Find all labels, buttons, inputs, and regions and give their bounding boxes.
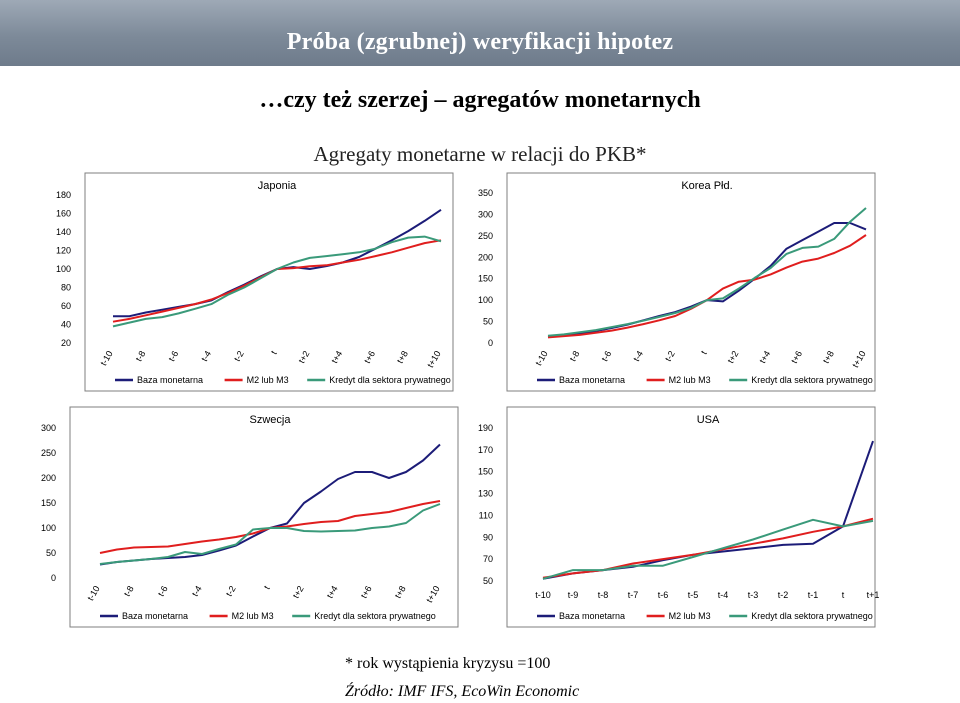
y-tick-label: 250	[41, 448, 56, 458]
x-tick-label: t-9	[568, 590, 579, 600]
chart-title: Japonia	[258, 180, 297, 192]
legend-label: M2 lub M3	[232, 611, 274, 621]
chart-frame	[506, 172, 876, 392]
y-tick-label: 190	[478, 423, 493, 433]
x-tick-label: t-6	[166, 349, 180, 363]
y-tick-label: 120	[56, 246, 71, 256]
y-tick-label: 20	[61, 338, 71, 348]
x-tick-label: t-5	[688, 590, 699, 600]
legend-label: Kredyt dla sektora prywatnego	[751, 375, 873, 385]
y-tick-label: 160	[56, 209, 71, 219]
chart-frame	[506, 406, 876, 628]
x-tick-label: t-3	[748, 590, 759, 600]
x-tick-label: t+1	[867, 590, 880, 600]
x-tick-label: t	[262, 584, 272, 592]
series-line-2	[99, 503, 441, 565]
legend-label: Kredyt dla sektora prywatnego	[751, 611, 873, 621]
y-tick-label: 60	[61, 301, 71, 311]
slide-subtitle: …czy też szerzej – agregatów monetarnych	[259, 87, 701, 113]
y-tick-label: 100	[41, 523, 56, 533]
y-tick-label: 150	[478, 467, 493, 477]
y-tick-label: 250	[478, 231, 493, 241]
y-tick-label: 70	[483, 554, 493, 564]
x-tick-label: t-4	[718, 590, 729, 600]
x-tick-label: t-1	[808, 590, 819, 600]
series-line-2	[547, 207, 867, 337]
x-tick-label: t-4	[190, 584, 204, 598]
x-tick-label: t-6	[156, 584, 170, 598]
x-tick-label: t-2	[778, 590, 789, 600]
x-tick-label: t-8	[568, 349, 582, 363]
y-tick-label: 50	[483, 576, 493, 586]
y-tick-label: 170	[478, 445, 493, 455]
x-tick-label: t-4	[631, 349, 645, 363]
x-tick-label: t-2	[663, 349, 677, 363]
footnote: * rok wystąpienia kryzysu =100	[345, 655, 551, 672]
y-tick-label: 100	[56, 264, 71, 274]
legend-label: Baza monetarna	[122, 611, 188, 621]
series-line-2	[112, 235, 442, 328]
legend-label: Baza monetarna	[137, 375, 203, 385]
chart-frame	[69, 406, 459, 628]
x-tick-label: t	[842, 590, 845, 600]
y-tick-label: 150	[41, 498, 56, 508]
x-tick-label: t	[699, 349, 709, 357]
x-tick-label: t	[269, 349, 279, 357]
y-tick-label: 150	[478, 274, 493, 284]
x-tick-label: t-8	[598, 590, 609, 600]
y-tick-label: 180	[56, 190, 71, 200]
y-tick-label: 140	[56, 227, 71, 237]
x-tick-label: t-4	[199, 349, 213, 363]
x-tick-label: t-2	[224, 584, 238, 598]
x-tick-label: t-8	[134, 349, 148, 363]
y-tick-label: 350	[478, 188, 493, 198]
series-line-2	[542, 518, 874, 580]
y-tick-label: 80	[61, 283, 71, 293]
source-note: Źródło: IMF IFS, EcoWin Economic	[345, 683, 580, 700]
x-tick-label: t-6	[599, 349, 613, 363]
x-tick-label: t-8	[122, 584, 136, 598]
y-tick-label: 40	[61, 320, 71, 330]
y-tick-label: 200	[478, 252, 493, 262]
y-tick-label: 110	[479, 510, 493, 520]
x-tick-label: t-6	[658, 590, 669, 600]
x-tick-label: t-7	[628, 590, 639, 600]
y-tick-label: 50	[46, 548, 56, 558]
title-bar: Próba (zgrubnej) weryfikacji hipotez	[0, 0, 960, 66]
chart-group-caption: Agregaty monetarne w relacji do PKB*	[313, 142, 647, 166]
y-tick-label: 100	[478, 295, 493, 305]
chart-panel-3: USA 50 70 90 110 130 150 170 190 t-10 t-9 t-8 t-7 t-6…	[478, 406, 880, 628]
y-tick-label: 0	[51, 573, 56, 583]
legend-label: Baza monetarna	[559, 611, 625, 621]
legend-label: Kredyt dla sektora prywatnego	[329, 375, 451, 385]
y-tick-label: 50	[483, 317, 493, 327]
chart-title: USA	[697, 414, 720, 426]
chart-title: Korea Płd.	[681, 180, 732, 192]
y-tick-label: 130	[478, 489, 493, 499]
x-tick-label: t-10	[535, 590, 551, 600]
slide-title: Próba (zgrubnej) weryfikacji hipotez	[286, 29, 674, 55]
legend-label: M2 lub M3	[669, 375, 711, 385]
legend-label: M2 lub M3	[669, 611, 711, 621]
y-tick-label: 200	[41, 473, 56, 483]
y-tick-label: 90	[483, 532, 493, 542]
chart-title: Szwecja	[250, 414, 292, 426]
legend-label: Baza monetarna	[559, 375, 625, 385]
legend-label: M2 lub M3	[247, 375, 289, 385]
y-tick-label: 300	[41, 423, 56, 433]
y-tick-label: 0	[488, 338, 493, 348]
legend-label: Kredyt dla sektora prywatnego	[314, 611, 436, 621]
chart-frame	[84, 172, 454, 392]
y-tick-label: 300	[478, 209, 493, 219]
x-tick-label: t-2	[232, 349, 246, 363]
